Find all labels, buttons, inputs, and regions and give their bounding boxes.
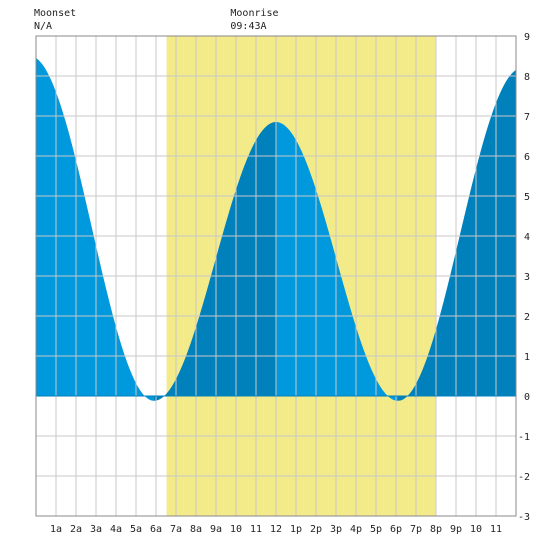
x-tick-label: 4p — [350, 524, 362, 535]
moonrise-value: 09:43A — [230, 21, 266, 32]
y-tick-label: 0 — [524, 392, 530, 403]
plot-frame — [35, 35, 517, 517]
y-tick-label: 3 — [524, 272, 530, 283]
tide-area — [36, 57, 516, 401]
grid-lines — [36, 36, 516, 516]
x-tick-label: 8a — [190, 524, 202, 535]
x-tick-label: 6a — [150, 524, 162, 535]
y-axis-ticks: -3 -2 -1 0 1 2 3 4 5 6 7 8 9 — [518, 32, 530, 523]
falling-tide-area — [276, 122, 398, 401]
x-tick-label: 2p — [310, 524, 322, 535]
y-tick-label: 1 — [524, 352, 530, 363]
x-axis-ticks: 1a 2a 3a 4a 5a 6a 7a 8a 9a 10 11 12 1p 2p 3p 4p 5p 6p 7p 8p… — [50, 524, 502, 535]
x-tick-label: 10 — [470, 524, 482, 535]
x-tick-label: 10 — [230, 524, 242, 535]
x-tick-label: 3a — [90, 524, 102, 535]
rising-tide-area — [154, 122, 276, 401]
y-tick-label: 5 — [524, 192, 530, 203]
x-tick-label: 7a — [170, 524, 182, 535]
rising-tide-area — [398, 69, 516, 401]
x-tick-label: 9p — [450, 524, 462, 535]
x-tick-label: 11 — [250, 524, 262, 535]
x-tick-label: 1p — [290, 524, 302, 535]
y-tick-label: -2 — [518, 472, 530, 483]
x-tick-label: 8p — [430, 524, 442, 535]
moonrise-label: Moonrise — [230, 8, 278, 19]
moonset-label: Moonset — [34, 8, 76, 19]
y-tick-label: 4 — [524, 232, 530, 243]
x-tick-label: 12 — [270, 524, 282, 535]
x-tick-label: 6p — [390, 524, 402, 535]
y-tick-label: -3 — [518, 512, 530, 523]
x-tick-label: 11 — [490, 524, 502, 535]
x-tick-label: 9a — [210, 524, 222, 535]
x-tick-label: 3p — [330, 524, 342, 535]
x-tick-label: 4a — [110, 524, 122, 535]
y-tick-label: 7 — [524, 112, 530, 123]
y-tick-label: -1 — [518, 432, 530, 443]
y-tick-label: 8 — [524, 72, 530, 83]
x-tick-label: 5a — [130, 524, 142, 535]
x-tick-label: 5p — [370, 524, 382, 535]
falling-tide-area — [36, 57, 154, 401]
x-tick-label: 7p — [410, 524, 422, 535]
y-tick-label: 6 — [524, 152, 530, 163]
y-tick-label: 9 — [524, 32, 530, 43]
moonset-value: N/A — [34, 21, 52, 32]
x-tick-label: 1a — [50, 524, 62, 535]
y-tick-label: 2 — [524, 312, 530, 323]
x-tick-label: 2a — [70, 524, 82, 535]
